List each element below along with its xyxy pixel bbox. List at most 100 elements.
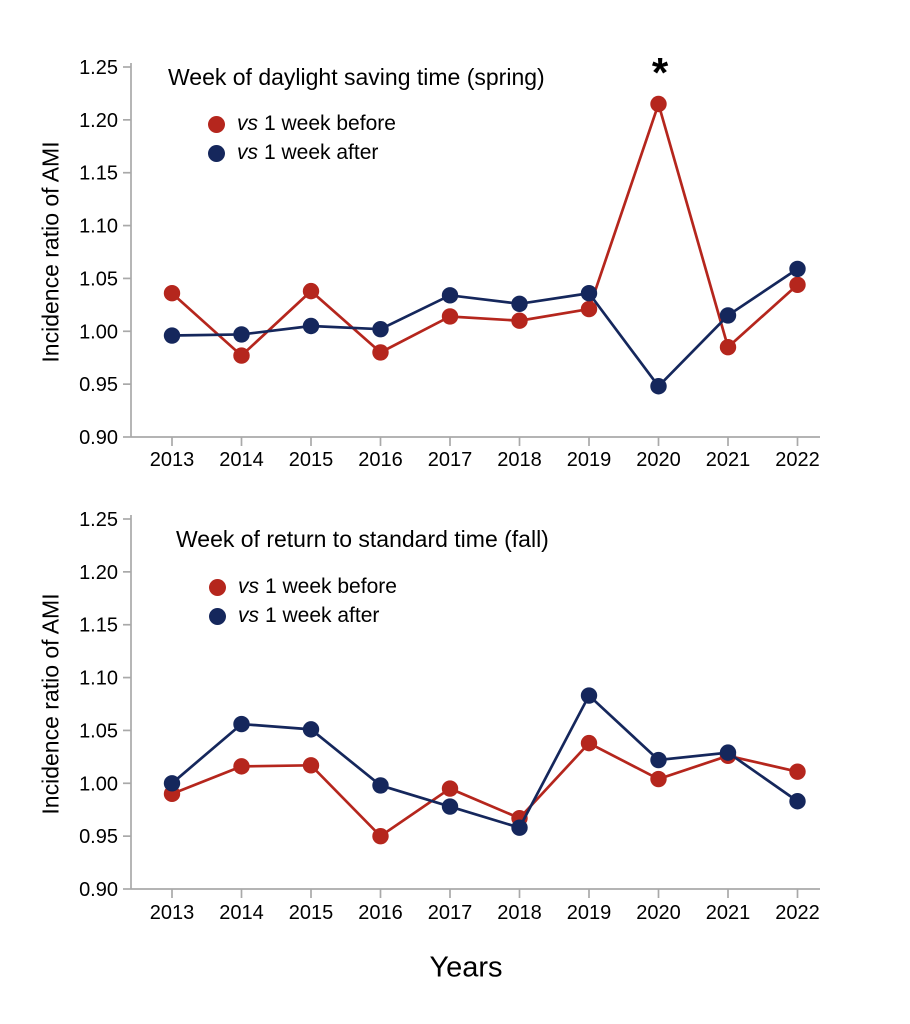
x-tick-label: 2013 — [150, 902, 195, 924]
y-tick-label: 1.05 — [79, 268, 118, 290]
legend-vs-text: vs — [237, 141, 258, 164]
data-point-before-2019 — [580, 734, 598, 752]
legend-vs-text: vs — [237, 112, 258, 135]
data-point-after-2014 — [233, 326, 250, 343]
legend-dot-before-icon — [208, 115, 225, 133]
data-point-after-2022 — [789, 793, 806, 810]
y-tick-label: 1.15 — [79, 163, 118, 185]
y-tick-label: 0.95 — [79, 826, 118, 848]
x-tick-label: 2015 — [289, 449, 334, 471]
data-point-before-2020 — [650, 770, 667, 788]
data-point-after-2015 — [302, 317, 320, 335]
x-tick-label: 2013 — [150, 449, 195, 471]
x-tick-label: 2018 — [497, 902, 542, 924]
legend-label-after: vs 1 week after — [237, 141, 378, 165]
chart-title-fall: Week of return to standard time (fall) — [176, 526, 549, 552]
y-tick-label: 1.05 — [79, 720, 118, 742]
data-point-after-2020 — [650, 378, 667, 395]
data-point-before-2014 — [233, 758, 250, 775]
data-point-before-2021 — [719, 338, 737, 356]
legend-rest-text: 1 week before — [265, 575, 397, 598]
data-point-after-2021 — [719, 307, 737, 324]
data-point-after-2013 — [163, 327, 181, 344]
y-tick-label: 0.90 — [79, 427, 118, 449]
y-tick-label: 1.25 — [79, 509, 118, 531]
data-point-before-2016 — [372, 344, 389, 361]
x-tick-label: 2017 — [428, 449, 473, 471]
x-tick-label: 2014 — [219, 449, 264, 471]
x-tick-label: 2020 — [636, 902, 681, 924]
data-point-after-2016 — [372, 320, 389, 338]
x-tick-label: 2014 — [219, 902, 264, 924]
legend-rest-text: 1 week before — [264, 112, 396, 135]
x-tick-label: 2015 — [289, 902, 334, 924]
data-point-before-2015 — [302, 282, 320, 300]
data-point-after-2018 — [511, 295, 528, 312]
chart-title-spring: Week of daylight saving time (spring) — [168, 64, 545, 90]
data-point-after-2020 — [650, 751, 667, 769]
x-tick-label: 2019 — [567, 449, 612, 471]
y-tick-label: 1.10 — [79, 216, 118, 238]
data-point-after-2019 — [580, 687, 598, 704]
chart-0-group: 0.90 0.95 1.00 1.05 1.10 1.15 1.20 1.25 2013 2014… — [79, 57, 820, 471]
legend-vs-text: vs — [238, 575, 259, 598]
data-point-before-2020 — [650, 95, 667, 113]
y-tick-label: 0.90 — [79, 879, 118, 901]
chart-1-group: 0.90 0.95 1.00 1.05 1.10 1.15 1.20 1.25 2013 2014… — [79, 509, 820, 924]
legend-dot-before-icon — [209, 578, 226, 596]
x-tick-label: 2019 — [567, 902, 612, 924]
y-tick-label: 1.00 — [79, 321, 118, 343]
y-axis-title-spring: Incidence ratio of AMI — [37, 141, 64, 363]
data-point-after-2015 — [302, 721, 320, 738]
significance-asterisk: * — [651, 49, 669, 96]
x-tick-label: 2017 — [428, 902, 473, 924]
y-tick-label: 1.15 — [79, 615, 118, 637]
x-tick-label: 2022 — [775, 902, 820, 924]
data-point-after-2017 — [441, 287, 459, 304]
data-point-after-2016 — [372, 777, 389, 794]
data-point-after-2021 — [719, 744, 737, 761]
legend-item-after-fall: vs 1 week after — [209, 604, 379, 628]
data-point-before-2015 — [302, 757, 320, 774]
y-tick-label: 1.25 — [79, 57, 118, 79]
legend-label-before: vs 1 week before — [238, 575, 397, 599]
series-line-before — [171, 741, 798, 838]
data-point-after-2018 — [511, 819, 528, 836]
data-point-before-2016 — [372, 827, 389, 845]
y-tick-label: 1.20 — [79, 110, 118, 132]
data-point-before-2014 — [233, 347, 250, 364]
series-line-before — [171, 99, 799, 358]
data-point-after-2017 — [441, 798, 459, 815]
x-tick-label: 2016 — [358, 449, 403, 471]
x-tick-label: 2022 — [775, 449, 820, 471]
data-point-before-2019 — [580, 300, 598, 318]
y-axis-title-fall: Incidence ratio of AMI — [37, 593, 64, 815]
data-point-before-2017 — [441, 308, 459, 325]
data-point-after-2022 — [789, 260, 806, 278]
y-tick-label: 1.00 — [79, 773, 118, 795]
legend-item-before-fall: vs 1 week before — [209, 575, 397, 599]
legend-vs-text: vs — [238, 604, 259, 627]
legend-label-after: vs 1 week after — [238, 604, 379, 628]
x-tick-label: 2020 — [636, 449, 681, 471]
legend-rest-text: 1 week after — [264, 141, 379, 164]
data-point-before-2022 — [789, 276, 806, 293]
x-tick-label: 2021 — [706, 449, 751, 471]
series-line-after — [171, 267, 799, 389]
legend-rest-text: 1 week after — [265, 604, 380, 627]
legend-label-before: vs 1 week before — [237, 112, 396, 136]
data-point-after-2019 — [580, 285, 598, 302]
x-axis-title: Years — [429, 951, 503, 984]
data-point-before-2022 — [789, 763, 806, 780]
legend-item-after-spring: vs 1 week after — [208, 141, 378, 165]
series-line-after — [171, 693, 799, 830]
y-tick-label: 1.20 — [79, 562, 118, 584]
data-point-before-2013 — [163, 285, 181, 302]
legend-item-before-spring: vs 1 week before — [208, 112, 396, 136]
data-point-after-2013 — [163, 775, 181, 792]
y-tick-label: 0.95 — [79, 374, 118, 396]
data-point-after-2014 — [233, 715, 250, 733]
data-point-before-2018 — [511, 312, 528, 329]
